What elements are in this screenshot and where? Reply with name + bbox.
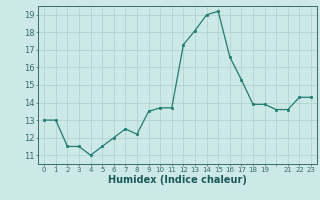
X-axis label: Humidex (Indice chaleur): Humidex (Indice chaleur) [108,175,247,185]
